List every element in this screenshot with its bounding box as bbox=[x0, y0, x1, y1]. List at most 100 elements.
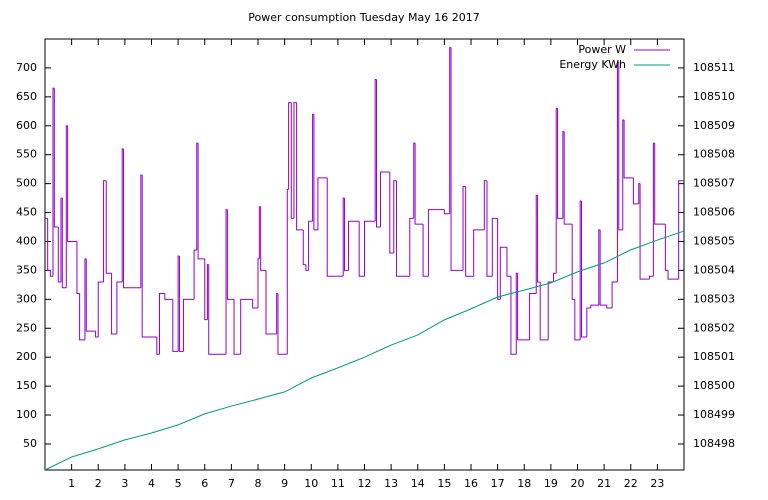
y2-tick-label: 108506 bbox=[693, 206, 735, 219]
x-tick-label: 9 bbox=[281, 477, 288, 490]
y-tick-label: 500 bbox=[16, 177, 37, 190]
power-step bbox=[178, 255, 184, 352]
x-tick-label: 16 bbox=[464, 477, 478, 490]
power-step bbox=[499, 246, 507, 300]
power-step bbox=[639, 183, 650, 280]
y2-tick-label: 108508 bbox=[693, 148, 735, 161]
power-step bbox=[506, 247, 511, 277]
power-step bbox=[208, 264, 227, 355]
power-step bbox=[393, 180, 397, 254]
x-tick-label: 10 bbox=[304, 477, 318, 490]
x-tick-label: 12 bbox=[358, 477, 372, 490]
power-step bbox=[47, 218, 51, 271]
power-step bbox=[308, 220, 313, 271]
y2-tick-label: 108511 bbox=[693, 61, 735, 74]
y2-tick-label: 108499 bbox=[693, 408, 735, 421]
y2-tick-label: 108505 bbox=[693, 234, 735, 247]
power-step bbox=[305, 264, 309, 271]
power-step bbox=[599, 229, 607, 306]
power-step bbox=[632, 177, 639, 205]
power-step bbox=[483, 180, 487, 230]
y-tick-label: 250 bbox=[16, 321, 37, 334]
power-step bbox=[79, 293, 85, 341]
power-step bbox=[497, 218, 501, 300]
x-tick-label: 23 bbox=[650, 477, 664, 490]
y-tick-label: 300 bbox=[16, 292, 37, 305]
power-step bbox=[290, 102, 294, 219]
y2-tick-label: 108500 bbox=[693, 379, 735, 392]
energy-line bbox=[44, 230, 685, 471]
power-step bbox=[53, 88, 59, 228]
power-step bbox=[379, 171, 390, 228]
power-step bbox=[95, 331, 99, 338]
power-step bbox=[265, 270, 277, 335]
power-step bbox=[76, 241, 80, 295]
power-step bbox=[288, 102, 292, 190]
x-tick-label: 8 bbox=[255, 477, 262, 490]
power-step bbox=[317, 177, 328, 230]
power-step bbox=[395, 180, 410, 277]
power-step bbox=[517, 273, 530, 341]
power-step bbox=[344, 198, 349, 271]
power-step bbox=[678, 180, 684, 280]
x-tick-label: 17 bbox=[491, 477, 505, 490]
power-step bbox=[547, 281, 554, 340]
power-step bbox=[105, 180, 112, 274]
chart-title: Power consumption Tuesday May 16 2017 bbox=[248, 11, 479, 24]
power-step bbox=[473, 229, 485, 277]
power-step bbox=[427, 209, 445, 277]
power-step bbox=[537, 195, 541, 283]
power-step bbox=[226, 209, 235, 300]
power-step bbox=[116, 281, 123, 335]
power-step bbox=[580, 200, 587, 338]
power-step bbox=[158, 293, 165, 355]
power-step bbox=[510, 276, 517, 355]
x-tick-label: 14 bbox=[411, 477, 425, 490]
power-step bbox=[450, 47, 464, 271]
power-step bbox=[296, 102, 304, 231]
power-step bbox=[141, 174, 157, 338]
y-tick-label: 700 bbox=[16, 61, 37, 74]
y-tick-label: 150 bbox=[16, 379, 37, 392]
y-tick-label: 600 bbox=[16, 119, 37, 132]
x-tick-label: 15 bbox=[437, 477, 451, 490]
y2-tick-label: 108504 bbox=[693, 263, 735, 276]
power-step bbox=[414, 143, 424, 225]
x-tick-label: 5 bbox=[175, 477, 182, 490]
power-step bbox=[172, 299, 179, 352]
x-tick-label: 19 bbox=[544, 477, 558, 490]
power-step bbox=[61, 198, 67, 289]
power-step bbox=[123, 148, 141, 289]
y2-tick-label: 108502 bbox=[693, 321, 735, 334]
y2-tick-label: 108498 bbox=[693, 437, 735, 450]
y-tick-label: 200 bbox=[16, 350, 37, 363]
power-step bbox=[648, 275, 654, 280]
power-step bbox=[654, 143, 666, 225]
y-tick-label: 400 bbox=[16, 234, 37, 247]
power-step bbox=[49, 270, 53, 277]
power-step bbox=[571, 224, 575, 300]
power-step bbox=[623, 119, 634, 179]
x-tick-label: 3 bbox=[121, 477, 128, 490]
y-tick-label: 650 bbox=[16, 90, 37, 103]
power-step bbox=[539, 281, 549, 341]
power-step bbox=[462, 186, 466, 271]
power-step bbox=[277, 293, 288, 355]
power-step bbox=[326, 177, 336, 277]
power-step bbox=[557, 108, 563, 219]
power-step bbox=[486, 180, 493, 277]
power-step bbox=[443, 209, 450, 215]
power-step bbox=[358, 221, 365, 277]
y-tick-label: 100 bbox=[16, 408, 37, 421]
y2-tick-label: 108510 bbox=[693, 90, 735, 103]
power-step bbox=[574, 299, 581, 341]
power-step bbox=[491, 217, 498, 277]
power-step bbox=[422, 224, 429, 277]
power-step bbox=[563, 131, 573, 225]
power-step bbox=[85, 258, 96, 332]
y2-tick-label: 108501 bbox=[693, 350, 735, 363]
power-step bbox=[233, 299, 241, 355]
power-step bbox=[67, 125, 77, 242]
power-step bbox=[240, 298, 253, 355]
